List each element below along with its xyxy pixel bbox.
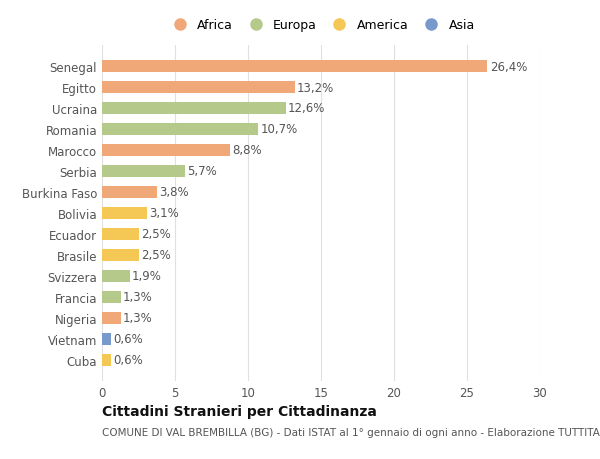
Text: 8,8%: 8,8% <box>233 144 262 157</box>
Bar <box>102 82 295 94</box>
Bar <box>102 333 111 345</box>
Text: 10,7%: 10,7% <box>260 123 298 136</box>
Text: 12,6%: 12,6% <box>288 102 326 115</box>
Bar <box>102 250 139 261</box>
Bar <box>102 270 130 282</box>
Text: 1,3%: 1,3% <box>123 291 153 304</box>
Text: COMUNE DI VAL BREMBILLA (BG) - Dati ISTAT al 1° gennaio di ogni anno - Elaborazi: COMUNE DI VAL BREMBILLA (BG) - Dati ISTA… <box>102 427 600 437</box>
Text: 2,5%: 2,5% <box>140 228 170 241</box>
Legend: Africa, Europa, America, Asia: Africa, Europa, America, Asia <box>163 15 479 36</box>
Text: 2,5%: 2,5% <box>140 249 170 262</box>
Bar <box>102 61 487 73</box>
Text: 1,3%: 1,3% <box>123 312 153 325</box>
Text: 3,1%: 3,1% <box>149 207 179 220</box>
Text: 0,6%: 0,6% <box>113 333 143 346</box>
Bar <box>102 207 147 219</box>
Bar <box>102 103 286 114</box>
Bar <box>102 229 139 240</box>
Text: 13,2%: 13,2% <box>297 81 334 94</box>
Text: 0,6%: 0,6% <box>113 353 143 366</box>
Bar <box>102 124 258 135</box>
Text: 5,7%: 5,7% <box>187 165 217 178</box>
Bar <box>102 187 157 198</box>
Bar <box>102 291 121 303</box>
Text: 26,4%: 26,4% <box>490 61 527 73</box>
Bar <box>102 354 111 366</box>
Bar <box>102 166 185 177</box>
Text: 3,8%: 3,8% <box>160 186 189 199</box>
Bar <box>102 313 121 324</box>
Text: Cittadini Stranieri per Cittadinanza: Cittadini Stranieri per Cittadinanza <box>102 404 377 418</box>
Text: 1,9%: 1,9% <box>132 270 162 283</box>
Bar <box>102 145 230 157</box>
